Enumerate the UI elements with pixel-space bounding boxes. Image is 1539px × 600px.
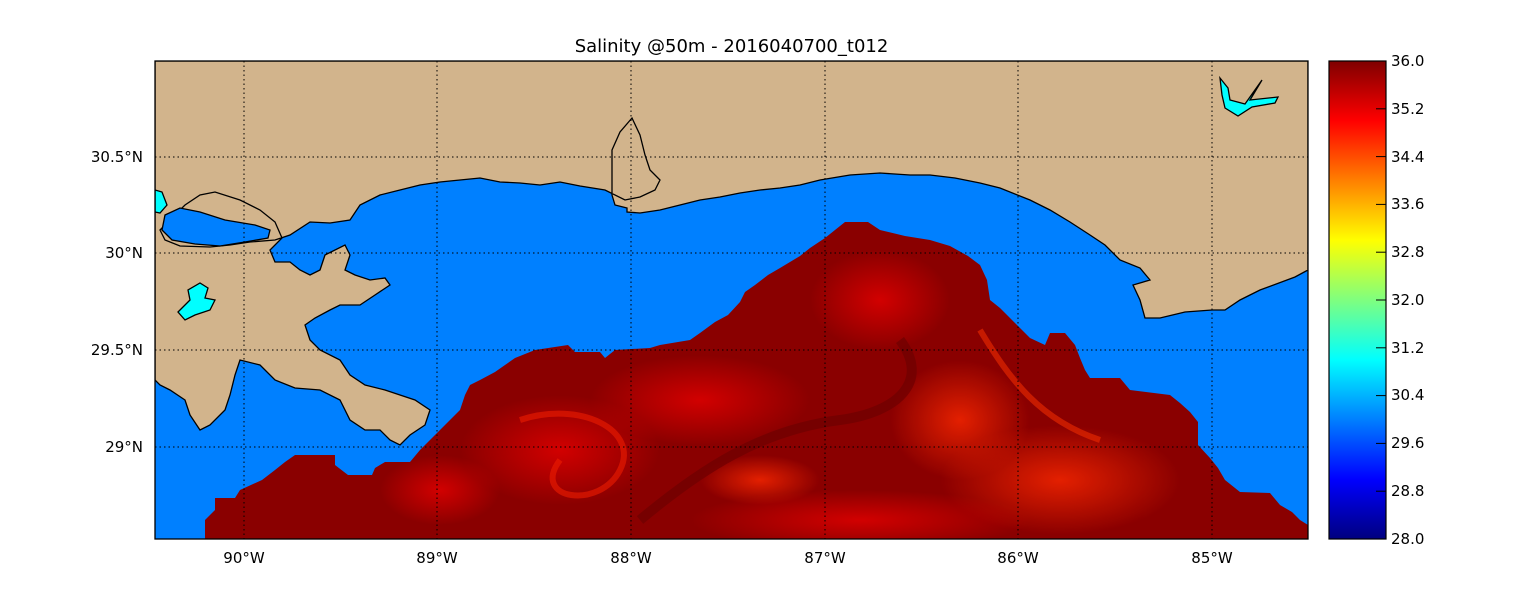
colorbar-tick-label: 32.8 (1391, 243, 1424, 261)
colorbar-tick-label: 36.0 (1391, 52, 1424, 70)
lat-label: 30°N (105, 244, 143, 262)
lon-label: 89°W (416, 549, 458, 567)
colorbar-tick-label: 32.0 (1391, 291, 1424, 309)
lon-label: 88°W (610, 549, 652, 567)
lake-cyan-south (177, 282, 216, 321)
lon-label: 85°W (1191, 549, 1233, 567)
lake-pontchartrain (161, 207, 271, 247)
lake-cyan-east (1219, 75, 1280, 117)
lon-label: 87°W (804, 549, 846, 567)
lon-label: 86°W (997, 549, 1039, 567)
lon-labels: 90°W 89°W 88°W 87°W 86°W 85°W (223, 549, 1233, 567)
map-title: Salinity @50m - 2016040700_t012 (574, 36, 889, 57)
lon-label: 90°W (223, 549, 265, 567)
graticule (155, 61, 1308, 539)
colorbar-tick-label: 35.2 (1391, 100, 1424, 118)
colorbar-tick-label: 28.8 (1391, 482, 1424, 500)
colorbar-tick-label: 33.6 (1391, 195, 1424, 213)
colorbar-tick-label: 29.6 (1391, 434, 1424, 452)
lat-label: 30.5°N (91, 148, 143, 166)
colorbar-tick-label: 34.4 (1391, 148, 1424, 166)
colorbar-tick-label: 31.2 (1391, 339, 1424, 357)
lat-label: 29.5°N (91, 341, 143, 359)
colorbar: 36.0 35.2 34.4 33.6 32.8 32.0 31.2 30.4 … (1328, 52, 1424, 548)
lake-cyan-west (155, 189, 168, 214)
colorbar-tick-label: 30.4 (1391, 386, 1424, 404)
map-plot-area (155, 61, 1308, 539)
salinity-eddies (380, 250, 1180, 539)
colorbar-tick-label: 28.0 (1391, 530, 1424, 548)
map-frame (154, 60, 1309, 540)
lat-label: 29°N (105, 438, 143, 456)
lat-labels: 30.5°N 30°N 29.5°N 29°N (91, 148, 143, 456)
